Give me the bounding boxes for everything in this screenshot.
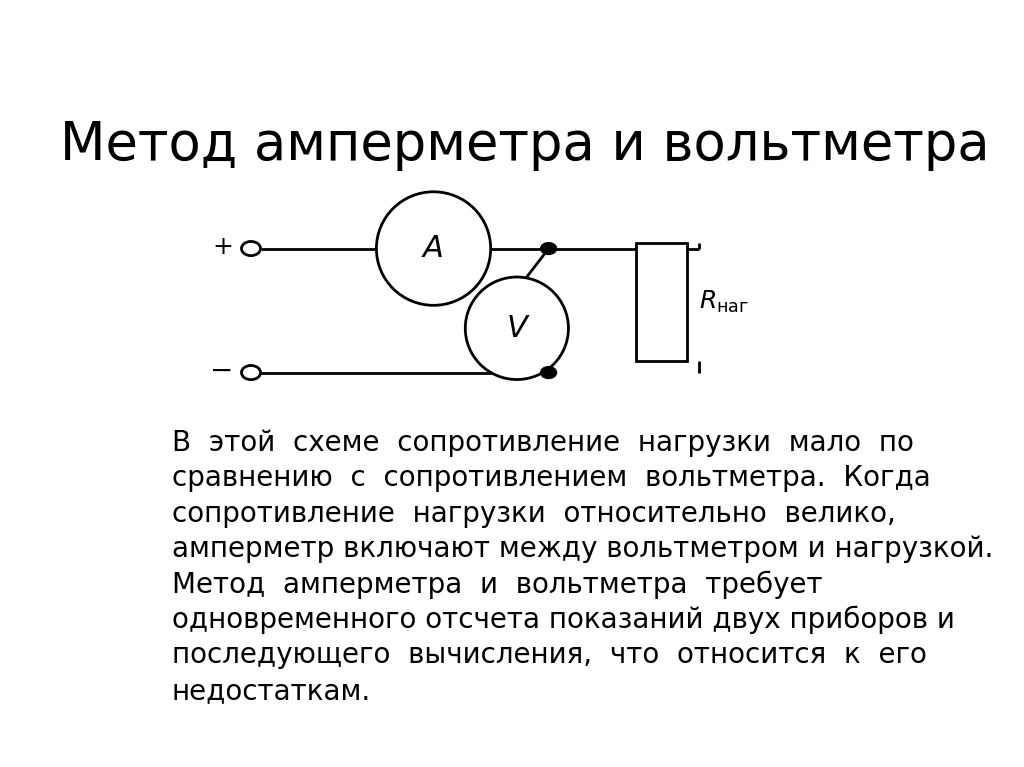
Text: +: + bbox=[213, 235, 233, 258]
Text: Метод амперметра и вольтметра: Метод амперметра и вольтметра bbox=[60, 119, 989, 171]
Circle shape bbox=[541, 242, 557, 255]
Ellipse shape bbox=[465, 277, 568, 380]
Text: недостаткам.: недостаткам. bbox=[172, 676, 371, 705]
Circle shape bbox=[541, 367, 557, 378]
Text: Метод  амперметра  и  вольтметра  требует: Метод амперметра и вольтметра требует bbox=[172, 571, 822, 599]
Text: В  этой  схеме  сопротивление  нагрузки  мало  по: В этой схеме сопротивление нагрузки мало… bbox=[172, 429, 913, 456]
Ellipse shape bbox=[377, 192, 490, 305]
Text: одновременного отсчета показаний двух приборов и: одновременного отсчета показаний двух пр… bbox=[172, 606, 954, 634]
Text: V: V bbox=[507, 314, 527, 343]
Text: −: − bbox=[210, 357, 233, 385]
Text: амперметр включают между вольтметром и нагрузкой.: амперметр включают между вольтметром и н… bbox=[172, 535, 993, 563]
Text: последующего  вычисления,  что  относится  к  его: последующего вычисления, что относится к… bbox=[172, 641, 927, 670]
Text: сопротивление  нагрузки  относительно  велико,: сопротивление нагрузки относительно вели… bbox=[172, 499, 896, 528]
Bar bbox=[636, 242, 687, 360]
Text: сравнению  с  сопротивлением  вольтметра.  Когда: сравнению с сопротивлением вольтметра. К… bbox=[172, 464, 931, 492]
Text: A: A bbox=[423, 234, 444, 263]
Text: $R_{\mathregular{наг}}$: $R_{\mathregular{наг}}$ bbox=[699, 288, 750, 314]
